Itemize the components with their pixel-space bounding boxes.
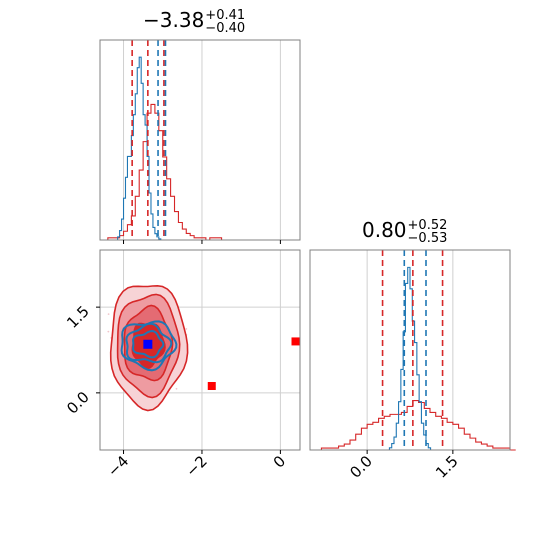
param2-plus: +0.52 bbox=[407, 217, 448, 233]
param2-minus: −0.53 bbox=[407, 230, 448, 246]
blue-contour-inner bbox=[132, 329, 165, 359]
joint-scatter-point bbox=[175, 387, 178, 390]
param2-summary-title: 0.80 +0.52 −0.53 bbox=[362, 218, 447, 245]
param1-plus: +0.41 bbox=[205, 7, 246, 23]
param1-hist-blue bbox=[115, 56, 163, 241]
param2-histogram bbox=[310, 266, 516, 451]
blue-contour-outer bbox=[120, 320, 178, 372]
joint-panel bbox=[107, 284, 300, 412]
param1-hist-frame bbox=[99, 39, 301, 241]
param2-hist-red bbox=[310, 399, 516, 451]
joint-y-tick-label-0: 0.0 bbox=[63, 388, 93, 418]
param1-minus: −0.40 bbox=[205, 20, 246, 36]
param1-hist-red bbox=[100, 103, 300, 241]
joint-x-tick-label-1: −2 bbox=[182, 452, 210, 480]
param1-summary-title: −3.38 +0.41 −0.40 bbox=[143, 8, 245, 35]
blue-center-marker bbox=[143, 339, 153, 349]
param2-x-tick-label-0: 0.0 bbox=[346, 452, 376, 482]
red-outlier-marker-1 bbox=[291, 337, 300, 346]
param2-hist-blue bbox=[387, 266, 433, 451]
param2-x-tick-label-1: 1.5 bbox=[432, 452, 462, 482]
joint-x-tick-label-2: 0 bbox=[270, 452, 289, 471]
red-outlier-marker-0 bbox=[207, 382, 216, 390]
joint-scatter-point bbox=[107, 313, 110, 316]
param2-hist-frame bbox=[309, 249, 511, 451]
joint-scatter-point bbox=[185, 328, 188, 330]
joint-x-tick-label-0: −4 bbox=[104, 452, 132, 480]
joint-y-tick-label-1: 1.5 bbox=[63, 302, 93, 332]
param1-median: −3.38 bbox=[143, 8, 205, 32]
param2-median: 0.80 bbox=[362, 218, 407, 242]
joint-frame bbox=[99, 249, 301, 451]
param1-histogram bbox=[100, 56, 300, 241]
blue-contour-mid bbox=[125, 322, 173, 364]
joint-scatter-point bbox=[107, 330, 110, 333]
